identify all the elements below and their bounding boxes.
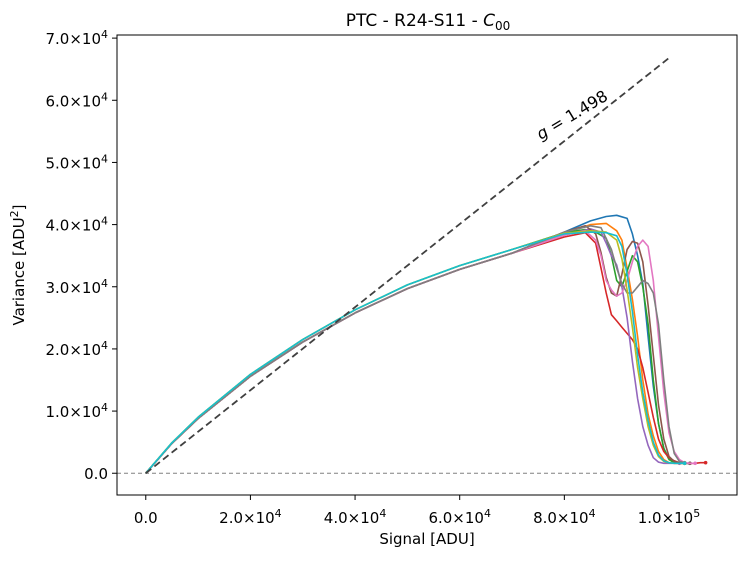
y-tick-label: 0.0 bbox=[84, 465, 108, 483]
series-end-point-7 bbox=[693, 461, 697, 466]
x-tick-label: 8.0×104 bbox=[533, 507, 596, 527]
y-tick-label: 4.0×104 bbox=[45, 215, 108, 235]
x-axis-label: Signal [ADU] bbox=[379, 530, 474, 548]
plot-frame bbox=[116, 34, 738, 496]
plot-data-layer bbox=[117, 57, 737, 474]
y-tick-label: 5.0×104 bbox=[45, 152, 108, 172]
x-tick-label: 6.0×104 bbox=[428, 507, 491, 527]
axis-ticks: 0.0 2.0×104 4.0×104 6.0×104 8.0×104 1.0×105 0.… bbox=[45, 28, 700, 527]
x-tick-label: 2.0×104 bbox=[219, 507, 282, 527]
x-tick-label: 4.0×104 bbox=[324, 507, 387, 527]
series-line-5 bbox=[145, 228, 680, 474]
series-end-point-4 bbox=[703, 460, 708, 465]
series-line-1 bbox=[145, 214, 690, 474]
series-line-10 bbox=[145, 231, 685, 474]
series-line-4 bbox=[145, 231, 706, 474]
series-line-8 bbox=[145, 225, 685, 474]
series-end-point-10 bbox=[682, 461, 687, 466]
chart-title: PTC - R24-S11 - C00 bbox=[346, 11, 511, 33]
y-tick-label: 6.0×104 bbox=[45, 90, 108, 110]
y-tick-label: 1.0×104 bbox=[45, 401, 108, 421]
series-line-7 bbox=[145, 230, 696, 474]
x-tick-label: 0.0 bbox=[134, 509, 158, 527]
y-tick-label: 7.0×104 bbox=[45, 28, 108, 48]
series-line-2 bbox=[145, 222, 685, 474]
y-tick-label: 2.0×104 bbox=[45, 339, 108, 359]
x-tick-label: 1.0×105 bbox=[638, 507, 701, 527]
series-line-6 bbox=[145, 225, 690, 474]
y-tick-label: 3.0×104 bbox=[45, 277, 108, 297]
y-axis-label: Variance [ADU2] bbox=[8, 204, 28, 325]
gain-reference-line bbox=[145, 57, 670, 474]
